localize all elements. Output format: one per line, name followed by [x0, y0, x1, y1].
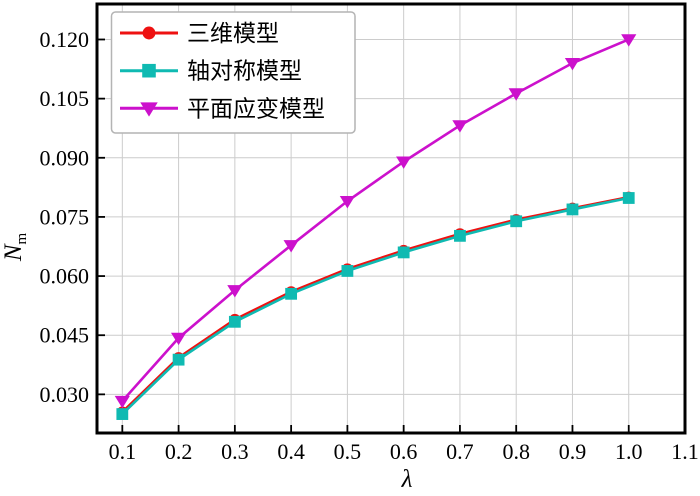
x-tick-label: 0.7 — [446, 439, 474, 464]
series-axisymmetric-model-marker — [454, 229, 466, 242]
x-tick-label: 1.0 — [615, 439, 643, 464]
legend-square-marker-icon — [142, 63, 156, 78]
series-plane-strain-model-marker — [621, 34, 637, 47]
series-axisymmetric-model-marker — [397, 246, 410, 259]
series-plane-strain-model-marker — [339, 195, 355, 209]
x-tick-label: 0.5 — [334, 439, 362, 464]
legend-box — [110, 11, 356, 134]
x-tick-label: 0.9 — [559, 439, 587, 464]
legend-entry-3d-model: 三维模型 — [120, 21, 279, 46]
legend-entry-plane-strain-model: 平面应变模型 — [120, 96, 325, 121]
x-tick-label: 0.6 — [390, 439, 418, 464]
plot-border — [95, 2, 687, 435]
legend-entry-axisymmetric-model: 轴对称模型 — [120, 59, 302, 84]
y-tick-label: 0.105 — [40, 86, 90, 111]
series-plane-strain-model-marker — [227, 285, 243, 298]
y-tick-label: 0.030 — [40, 382, 90, 407]
series-axisymmetric-model-marker — [116, 408, 129, 420]
y-axis-label-main: N — [0, 243, 27, 262]
x-tick-label: 0.3 — [221, 439, 249, 464]
y-axis-label-subscript: m — [14, 232, 30, 244]
series-axisymmetric-model-marker — [285, 287, 298, 300]
series-plane-strain-model-marker — [396, 156, 412, 169]
y-tick-label: 0.120 — [40, 27, 90, 52]
series-axisymmetric-model-marker — [228, 315, 241, 328]
x-axis-label: λ — [401, 466, 413, 491]
y-tick-label: 0.075 — [40, 204, 90, 229]
series-plane-strain-model-marker — [508, 88, 524, 101]
x-tick-label: 0.8 — [502, 439, 530, 464]
y-axis-label: Nm — [0, 232, 30, 262]
series-axisymmetric-model-line — [121, 196, 629, 416]
x-tick-label: 0.1 — [109, 439, 137, 464]
series-axisymmetric-model-marker — [341, 265, 354, 277]
series-plane-strain-model-marker — [564, 57, 581, 71]
legend-triangle-down-marker-icon — [140, 102, 158, 117]
y-tick-label: 0.090 — [40, 145, 90, 170]
series-axisymmetric-model-marker — [566, 203, 579, 216]
legend-circle-marker-icon — [142, 26, 156, 40]
legend-label: 三维模型 — [187, 21, 279, 46]
series-axisymmetric-model-marker — [510, 215, 523, 228]
legend-label: 平面应变模型 — [187, 96, 325, 121]
x-tick-label: 1.1 — [671, 439, 699, 464]
series-plane-strain-model-line — [121, 38, 630, 402]
series-plane-strain-model-marker — [114, 395, 130, 409]
series-plane-strain-model-marker — [283, 240, 299, 253]
y-tick-label: 0.045 — [40, 323, 90, 348]
series-plane-strain-model-marker — [170, 332, 187, 346]
series-axisymmetric-model-marker — [172, 353, 185, 366]
series-3d-model-line — [121, 195, 629, 414]
chart-plot-area: 0.1 0.2 0.3 0.4 0.5 0.6 0.7 0.8 0.9 1.0 1.1 0.030 0.… — [40, 2, 699, 464]
legend-label: 轴对称模型 — [187, 59, 302, 84]
x-tick-label: 0.2 — [165, 439, 193, 464]
y-tick-label: 0.060 — [40, 264, 90, 289]
series-axisymmetric-model-marker — [622, 192, 635, 204]
x-tick-label: 0.4 — [277, 439, 305, 464]
series-plane-strain-model-marker — [452, 120, 468, 133]
